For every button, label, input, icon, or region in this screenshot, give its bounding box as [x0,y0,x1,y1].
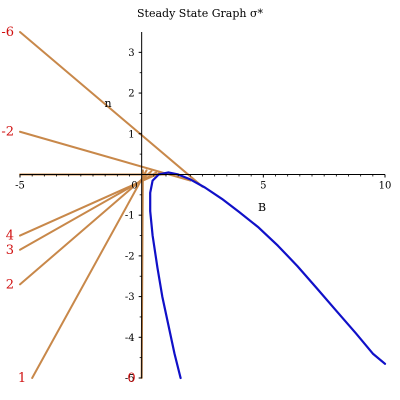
y-tick-label: -1 [125,211,135,222]
line-label: -6 [1,25,14,40]
y-tick-label: -3 [125,292,135,303]
line-label: -2 [1,125,14,140]
curve-layer [149,171,387,380]
line-label: 4 [6,229,14,244]
line-label: 2 [6,277,14,292]
y-tick-label: 3 [128,48,134,59]
y-tick-label: -2 [125,251,135,262]
x-axis-label: B [258,201,266,214]
y-tick-label: -5 [125,374,135,385]
line-label: 3 [6,243,14,258]
line-label: 0 [127,371,135,386]
x-tick-label: 5 [260,180,266,191]
y-tick-label: -4 [125,333,135,344]
line-label: 1 [18,371,26,386]
x-tick-label: 10 [379,180,392,191]
y-tick-label: 2 [128,89,134,100]
steady-state-line [19,170,153,286]
steady-state-line [19,31,204,188]
steady-state-line [31,169,148,379]
origin-label: 0 [131,180,137,191]
y-axis-label: n [104,97,111,110]
axes-layer [20,32,385,378]
line-series-layer [19,31,204,379]
steady-state-curve [149,171,387,380]
x-tick-label: -5 [15,180,25,191]
y-tick-label: 1 [128,129,134,140]
chart-title: Steady State Graph σ* [137,7,263,20]
